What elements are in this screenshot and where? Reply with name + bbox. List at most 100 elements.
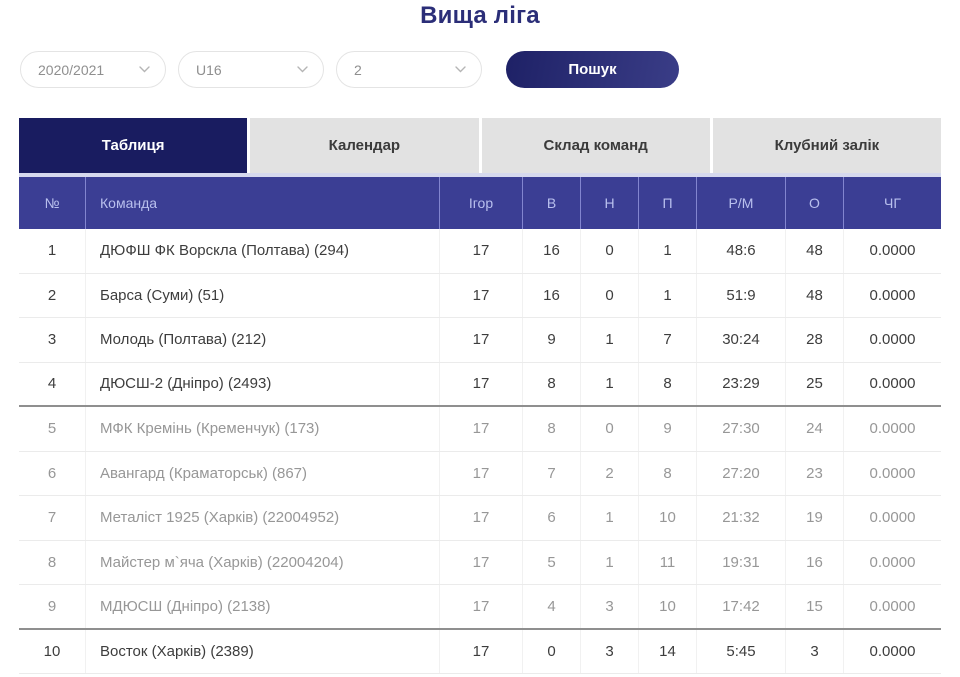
- cell-games: 17: [440, 362, 523, 405]
- cell-team-name: Молодь (Полтава) (212): [86, 318, 440, 362]
- cell-chg: 0.0000: [869, 553, 916, 571]
- cell-draws: 1: [581, 496, 639, 540]
- tab-club-standings[interactable]: Клубний залік: [712, 118, 941, 173]
- cell-goals: 27:20: [697, 451, 786, 495]
- tab-calendar[interactable]: Календар: [250, 118, 479, 173]
- cell-chg: 0.0000: [869, 331, 916, 349]
- cell-wins: 16: [523, 273, 581, 317]
- cell-goals: 21:32: [697, 496, 786, 540]
- cell-wins: 5: [523, 540, 581, 584]
- cell-points: 24: [786, 407, 844, 451]
- cell-position: 10: [19, 629, 86, 673]
- cell-team-name: Авангард (Краматорськ) (867): [86, 451, 440, 495]
- table-row: 8 Майстер м`яча (Харків) (22004204) 17 5…: [19, 540, 941, 585]
- cell-games: 17: [440, 540, 523, 584]
- cell-games: 17: [440, 585, 523, 628]
- cell-losses: 14: [639, 629, 697, 673]
- cell-goals: 48:6: [697, 229, 786, 273]
- cell-draws: 1: [581, 540, 639, 584]
- tab-squads[interactable]: Склад команд: [481, 118, 710, 173]
- cell-goals: 5:45: [697, 629, 786, 673]
- cell-team-name: Майстер м`яча (Харків) (22004204): [86, 540, 440, 584]
- cell-chg: 0.0000: [869, 642, 916, 660]
- cell-points: 16: [786, 540, 844, 584]
- cell-wins: 0: [523, 629, 581, 673]
- cell-draws: 3: [581, 629, 639, 673]
- cell-team-name: Восток (Харків) (2389): [86, 629, 440, 673]
- cell-wins: 8: [523, 362, 581, 405]
- table-row: 1 ДЮФШ ФК Ворскла (Полтава) (294) 17 16 …: [19, 229, 941, 274]
- cell-team-name: Металіст 1925 (Харків) (22004952): [86, 496, 440, 540]
- column-header-points: О: [786, 177, 844, 229]
- table-row: 9 МДЮСШ (Дніпро) (2138) 17 4 3 10 17:42 …: [19, 585, 941, 630]
- cell-points: 3: [786, 629, 844, 673]
- column-header-games: Ігор: [440, 177, 523, 229]
- cell-position: 4: [19, 362, 86, 405]
- season-select[interactable]: 2020/2021: [20, 51, 166, 88]
- cell-games: 17: [440, 318, 523, 362]
- standings-table-body: 1 ДЮФШ ФК Ворскла (Полтава) (294) 17 16 …: [19, 229, 941, 674]
- cell-goals: 23:29: [697, 362, 786, 405]
- cell-points: 25: [786, 362, 844, 405]
- cell-wins: 6: [523, 496, 581, 540]
- cell-goals: 30:24: [697, 318, 786, 362]
- cell-position: 1: [19, 229, 86, 273]
- cell-points: 28: [786, 318, 844, 362]
- cell-games: 17: [440, 407, 523, 451]
- search-button[interactable]: Пошук: [506, 51, 679, 88]
- cell-points: 48: [786, 229, 844, 273]
- cell-losses: 10: [639, 496, 697, 540]
- cell-losses: 8: [639, 362, 697, 405]
- cell-draws: 1: [581, 362, 639, 405]
- column-header-draws: Н: [581, 177, 639, 229]
- cell-games: 17: [440, 229, 523, 273]
- round-select[interactable]: 2: [336, 51, 482, 88]
- cell-losses: 8: [639, 451, 697, 495]
- cell-goals: 19:31: [697, 540, 786, 584]
- cell-points: 23: [786, 451, 844, 495]
- table-row: 5 МФК Кремінь (Кременчук) (173) 17 8 0 9…: [19, 407, 941, 452]
- chevron-down-icon: [455, 66, 466, 73]
- cell-points: 48: [786, 273, 844, 317]
- cell-games: 17: [440, 451, 523, 495]
- cell-position: 2: [19, 273, 86, 317]
- column-header-chg: ЧГ: [884, 195, 901, 211]
- cell-team-name: ДЮФШ ФК Ворскла (Полтава) (294): [86, 229, 440, 273]
- cell-chg: 0.0000: [869, 375, 916, 393]
- cell-draws: 0: [581, 229, 639, 273]
- cell-wins: 8: [523, 407, 581, 451]
- column-header-wins: В: [523, 177, 581, 229]
- column-header-position: №: [19, 177, 86, 229]
- tab-table[interactable]: Таблиця: [19, 118, 248, 173]
- cell-goals: 27:30: [697, 407, 786, 451]
- cell-position: 6: [19, 451, 86, 495]
- table-row: 4 ДЮСШ-2 (Дніпро) (2493) 17 8 1 8 23:29 …: [19, 362, 941, 407]
- cell-chg: 0.0000: [869, 597, 916, 615]
- season-select-value: 2020/2021: [38, 61, 105, 78]
- cell-losses: 9: [639, 407, 697, 451]
- cell-chg: 0.0000: [869, 509, 916, 527]
- cell-games: 17: [440, 629, 523, 673]
- cell-games: 17: [440, 273, 523, 317]
- cell-position: 8: [19, 540, 86, 584]
- cell-losses: 11: [639, 540, 697, 584]
- chevron-down-icon: [139, 66, 150, 73]
- cell-losses: 10: [639, 585, 697, 628]
- cell-chg: 0.0000: [869, 242, 916, 260]
- cell-position: 5: [19, 407, 86, 451]
- table-row: 7 Металіст 1925 (Харків) (22004952) 17 6…: [19, 496, 941, 541]
- cell-team-name: Барса (Суми) (51): [86, 273, 440, 317]
- age-group-select[interactable]: U16: [178, 51, 324, 88]
- cell-wins: 16: [523, 229, 581, 273]
- cell-games: 17: [440, 496, 523, 540]
- column-header-goals: Р/М: [697, 177, 786, 229]
- cell-losses: 7: [639, 318, 697, 362]
- cell-points: 15: [786, 585, 844, 628]
- cell-goals: 17:42: [697, 585, 786, 628]
- table-row: 10 Восток (Харків) (2389) 17 0 3 14 5:45…: [19, 629, 941, 674]
- age-group-select-value: U16: [196, 61, 222, 78]
- cell-wins: 9: [523, 318, 581, 362]
- cell-team-name: МДЮСШ (Дніпро) (2138): [86, 585, 440, 628]
- filters-bar: 2020/2021 U16 2 Пошук: [20, 51, 960, 88]
- table-row: 2 Барса (Суми) (51) 17 16 0 1 51:9 48 0.…: [19, 273, 941, 318]
